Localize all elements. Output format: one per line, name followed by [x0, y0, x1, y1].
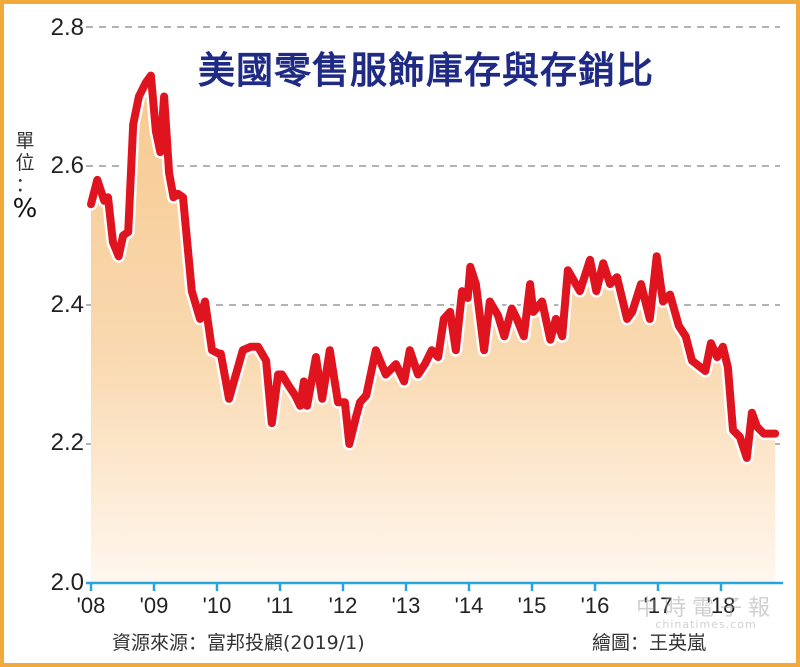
- unit-char: 位: [15, 152, 35, 174]
- y-tick-label: 2.8: [50, 14, 84, 41]
- source-note: 資源來源：富邦投顧(2019/1): [112, 632, 365, 654]
- x-tick-label: '13: [391, 593, 421, 618]
- chart-title: 美國零售服飾庫存與存銷比: [198, 49, 654, 92]
- x-tick-label: '10: [202, 593, 232, 618]
- x-tick-label: '08: [76, 593, 106, 618]
- data-line: [87, 71, 780, 462]
- x-tick-label: '18: [706, 593, 736, 618]
- unit-char: ：: [15, 174, 35, 196]
- y-tick-label: 2.6: [50, 152, 84, 179]
- y-tick-label: 2.0: [50, 569, 84, 596]
- x-tick-label: '17: [643, 593, 673, 618]
- area-fill: [91, 75, 776, 583]
- unit-label: 單 位 ： %: [10, 130, 40, 224]
- watermark-sub: chinatimes.com: [655, 618, 757, 631]
- watermark: 中時電子報 chinatimes.com: [636, 590, 776, 631]
- x-tick-label: '15: [517, 593, 547, 618]
- x-tick-label: '09: [139, 593, 169, 618]
- unit-char: 單: [15, 130, 35, 152]
- graphic-credit: 繪圖：王英嵐: [592, 632, 707, 654]
- unit-symbol: %: [12, 194, 38, 224]
- x-tick-label: '14: [454, 593, 484, 618]
- x-tick-label: '12: [328, 593, 358, 618]
- y-tick-label: 2.2: [50, 429, 84, 456]
- y-tick-label: 2.4: [50, 291, 84, 318]
- x-axis: [86, 581, 783, 591]
- x-tick-label: '11: [266, 593, 294, 618]
- x-tick-label: '16: [580, 593, 610, 618]
- watermark-main: 中時電子報: [636, 596, 777, 621]
